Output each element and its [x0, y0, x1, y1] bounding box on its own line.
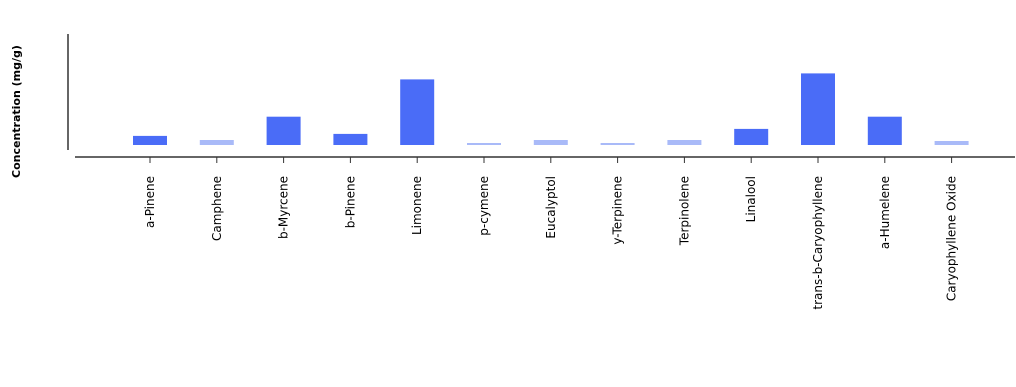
- x-tick-label: Linalool: [744, 176, 758, 222]
- bar-a-pinene: [133, 135, 167, 145]
- x-tick-label: Eucalyptol: [544, 176, 558, 239]
- x-tick-label: Caryophyllene Oxide: [945, 176, 959, 301]
- bars-group: [133, 73, 969, 145]
- bar-p-cymene: [467, 143, 501, 145]
- bar-a-humelene: [867, 116, 902, 145]
- x-tick-labels-group: a-Pinene Camphene b-Myrcene b-Pinene Limonen…: [143, 176, 959, 310]
- bar-terpinolene: [667, 140, 702, 145]
- x-tick-label: Terpinolene: [677, 176, 691, 246]
- x-tick-label: a-Pinene: [143, 176, 157, 228]
- x-ticks-group: [149, 157, 953, 163]
- bar-linalool: [734, 128, 769, 145]
- bar-limonene: [400, 79, 435, 145]
- x-tick-label: p-cymene: [477, 176, 491, 236]
- x-tick-label: b-Pinene: [343, 176, 357, 228]
- bar-trans-b-caryophyllene: [801, 73, 835, 145]
- bar-camphene: [199, 140, 234, 145]
- y-axis-label: Concentration (mg/g): [10, 45, 23, 178]
- bar-eucalyptol: [533, 140, 568, 145]
- bar-y-terpinene: [600, 143, 635, 145]
- bar-caryophyllene-oxide: [934, 141, 969, 145]
- x-tick-label: y-Terpinene: [611, 176, 625, 245]
- bar-b-myrcene: [266, 116, 301, 145]
- x-tick-label: Limonene: [410, 176, 424, 235]
- x-tick-label: b-Myrcene: [277, 176, 291, 239]
- x-tick-label: Camphene: [210, 176, 224, 241]
- x-tick-label: trans-b-Caryophyllene: [811, 176, 825, 310]
- bar-b-pinene: [333, 133, 368, 145]
- x-tick-label: a-Humelene: [878, 176, 892, 249]
- y-axis-label-group: Concentration (mg/g): [10, 45, 23, 178]
